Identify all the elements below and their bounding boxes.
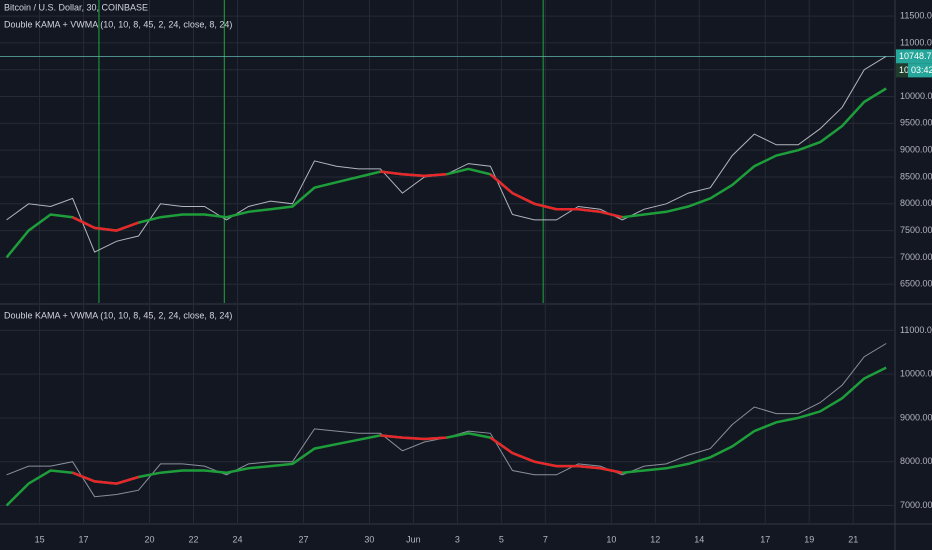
labels-layer: Bitcoin / U.S. Dollar, 30, COINBASE Doub… [4,2,932,544]
x-tick-label: 19 [804,534,814,544]
indicator-label: Double KAMA + VWMA (10, 10, 8, 45, 2, 24… [4,19,232,29]
series-line [72,434,623,485]
x-tick-label: 14 [694,534,704,544]
y-tick-label: 8000.00 [900,456,932,466]
kama-label: 10 [899,65,909,75]
marks-layer [0,55,895,507]
chart-title: Bitcoin / U.S. Dollar, 30, COINBASE [4,2,148,12]
x-tick-label: 5 [499,534,504,544]
kama-box [896,63,910,78]
y-tick-label: 10000.00 [900,369,932,379]
last-price-label: 10748.72 [899,51,932,61]
x-tick-label: 20 [145,534,155,544]
x-tick-label: 12 [650,534,660,544]
x-tick-label: 30 [364,534,374,544]
x-tick-label: 17 [79,534,89,544]
x-tick-label: 3 [455,534,460,544]
x-tick-label: 21 [848,534,858,544]
last-price-box [896,49,932,64]
x-tick-label: 15 [35,534,45,544]
countdown-label: 03:42 [911,65,932,75]
x-tick-label: 10 [606,534,616,544]
y-tick-label: 7000.00 [900,252,932,262]
x-tick-label: Jun [406,534,421,544]
x-tick-label: 22 [189,534,199,544]
x-tick-label: 24 [232,534,242,544]
series-line [72,170,623,232]
y-tick-label: 9000.00 [900,145,932,155]
y-tick-label: 9000.00 [900,412,932,422]
y-tick-label: 11500.00 [900,10,932,20]
y-tick-label: 8000.00 [900,198,932,208]
indicator-label: Double KAMA + VWMA (10, 10, 8, 45, 2, 24… [4,310,232,320]
y-tick-label: 6500.00 [900,279,932,289]
y-tick-label: 11000.00 [900,37,932,47]
x-tick-label: 17 [760,534,770,544]
x-tick-label: 27 [298,534,308,544]
countdown-box [908,63,932,78]
x-tick-label: 7 [543,534,548,544]
y-tick-label: 10000.00 [900,91,932,101]
y-tick-label: 7000.00 [900,500,932,510]
y-tick-label: 8500.00 [900,171,932,181]
y-tick-label: 7500.00 [900,225,932,235]
grid-layer [0,0,895,523]
y-tick-label: 9500.00 [900,118,932,128]
y-tick-label: 11000.00 [900,325,932,335]
